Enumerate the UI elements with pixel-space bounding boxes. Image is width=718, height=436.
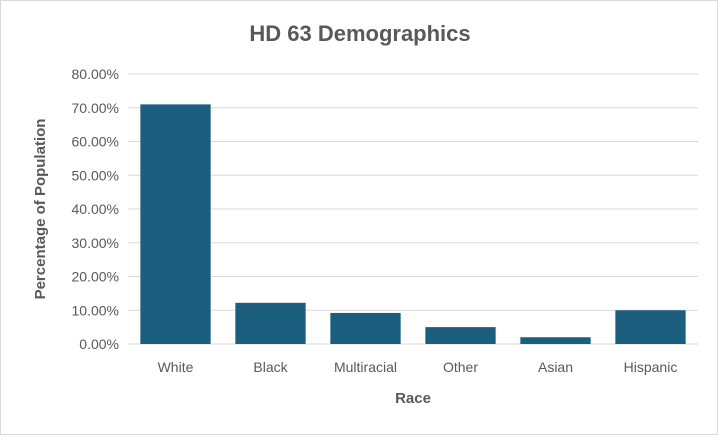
y-tick-label: 30.00% bbox=[72, 235, 119, 251]
x-tick-label: Hispanic bbox=[624, 359, 678, 375]
y-tick-label: 70.00% bbox=[72, 100, 119, 116]
bars bbox=[140, 104, 686, 344]
y-axis-ticks: 0.00% 10.00% 20.00% 30.00% 40.00% 50.00% 60.00… bbox=[72, 66, 119, 352]
x-tick-label: Asian bbox=[538, 359, 573, 375]
bar-hispanic bbox=[615, 310, 686, 344]
y-tick-label: 60.00% bbox=[72, 134, 119, 150]
y-axis-title: Percentage of Population bbox=[32, 119, 49, 300]
x-tick-label: White bbox=[158, 359, 194, 375]
chart-title: HD 63 Demographics bbox=[249, 21, 470, 46]
y-tick-label: 10.00% bbox=[72, 302, 119, 318]
gridlines bbox=[128, 73, 698, 345]
x-axis-title: Race bbox=[395, 390, 431, 407]
x-tick-label: Black bbox=[253, 359, 288, 375]
y-tick-label: 0.00% bbox=[79, 336, 119, 352]
bar-asian bbox=[520, 337, 591, 344]
x-tick-label: Other bbox=[443, 359, 478, 375]
x-axis-ticks: White Black Multiracial Other Asian Hispanic bbox=[158, 359, 678, 375]
bar-white bbox=[140, 104, 211, 344]
y-tick-label: 50.00% bbox=[72, 167, 119, 183]
y-tick-label: 40.00% bbox=[72, 201, 119, 217]
y-tick-label: 80.00% bbox=[72, 66, 119, 82]
bar-multiracial bbox=[330, 312, 401, 344]
bar-black bbox=[235, 302, 306, 344]
y-tick-label: 20.00% bbox=[72, 269, 119, 285]
x-tick-label: Multiracial bbox=[334, 359, 397, 375]
bar-other bbox=[425, 327, 496, 344]
